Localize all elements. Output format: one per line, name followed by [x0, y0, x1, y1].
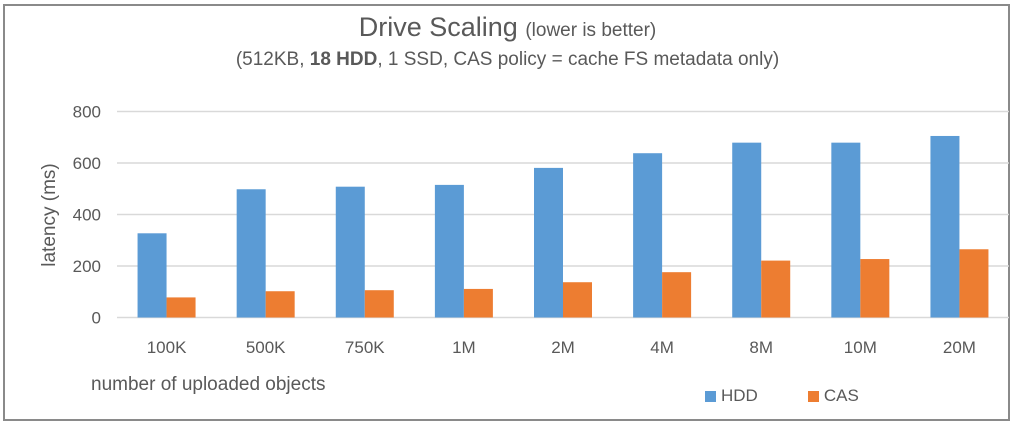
legend-item-cas: CAS: [807, 386, 859, 406]
bar-cas-8m: [761, 260, 791, 318]
legend-label: HDD: [721, 386, 758, 405]
chart-subtitle: (512KB, 18 HDD, 1 SSD, CAS policy = cach…: [0, 49, 1015, 71]
x-tick-label: 1M: [452, 338, 476, 357]
x-tick-label: 750K: [345, 338, 385, 357]
x-tick-label: 4M: [650, 338, 674, 357]
y-tick-label: 400: [73, 206, 101, 225]
bar-cas-20m: [959, 249, 989, 318]
chart-title-main: Drive Scaling: [358, 12, 518, 42]
bar-cas-500k: [265, 291, 295, 318]
bar-hdd-2m: [534, 167, 563, 318]
legend: HDD CAS: [705, 386, 909, 406]
legend-swatch: [705, 390, 716, 402]
x-tick-label: 100K: [147, 338, 187, 357]
y-tick-label: 200: [73, 257, 101, 276]
x-tick-label: 2M: [551, 338, 575, 357]
legend-label: CAS: [823, 386, 859, 405]
bar-hdd-100k: [137, 233, 167, 318]
y-tick-label: 800: [73, 103, 101, 122]
bar-cas-750k: [364, 290, 394, 318]
legend-swatch: [807, 390, 819, 402]
bar-hdd-750k: [335, 186, 365, 318]
x-tick-label: 20M: [943, 338, 976, 357]
x-tick-label: 500K: [246, 338, 286, 357]
y-axis-title: latency (ms): [39, 163, 60, 266]
bar-hdd-1m: [434, 184, 464, 318]
legend-item-hdd: HDD: [705, 386, 758, 406]
bar-hdd-10m: [831, 142, 861, 318]
bar-cas-4m: [662, 272, 692, 318]
x-tick-label: 10M: [844, 338, 877, 357]
bar-hdd-20m: [930, 135, 960, 318]
chart-title-note: (lower is better): [525, 20, 657, 41]
bar-hdd-4m: [633, 153, 663, 318]
subtitle-part-bold: 18 HDD: [309, 49, 378, 70]
bar-hdd-8m: [732, 142, 762, 318]
y-tick-label: 0: [92, 309, 101, 328]
x-tick-label: 8M: [749, 338, 773, 357]
bar-cas-100k: [166, 297, 196, 318]
bar-cas-1m: [463, 288, 493, 318]
bar-cas-10m: [860, 259, 890, 318]
chart-title: Drive Scaling (lower is better): [0, 12, 1015, 43]
bar-cas-2m: [563, 282, 592, 318]
subtitle-part: (512KB,: [235, 49, 310, 70]
x-axis-title: number of uploaded objects: [91, 374, 326, 395]
subtitle-part: , 1 SSD, CAS policy = cache FS metadata …: [377, 49, 780, 70]
bar-hdd-500k: [236, 189, 266, 318]
y-tick-label: 600: [73, 154, 101, 173]
